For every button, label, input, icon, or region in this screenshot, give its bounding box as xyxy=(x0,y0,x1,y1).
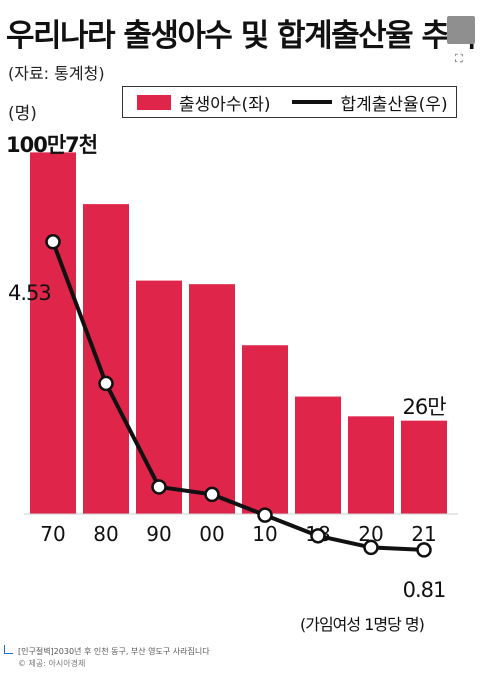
footer-credit: © 제공: 아시아경제 xyxy=(18,659,86,668)
line-unit-label: (가임여성 1명당 명) xyxy=(300,615,424,634)
bar-21 xyxy=(401,420,447,514)
x-tick-70: 70 xyxy=(40,522,65,546)
y-axis-unit: (명) xyxy=(8,104,37,124)
footer-caption: [인구절벽]2030년 후 인천 동구, 부산 영도구 사라집니다 xyxy=(18,647,210,656)
line-point-70 xyxy=(45,234,61,250)
line-point-18 xyxy=(310,528,326,544)
x-tick-10: 10 xyxy=(252,522,277,546)
legend-line-label: 합계출산율(우) xyxy=(340,94,448,115)
legend: 출생아수(좌) 합계출산율(우) xyxy=(122,86,457,118)
logo-badge xyxy=(447,16,475,44)
corner-mark xyxy=(4,645,13,654)
bar-80 xyxy=(83,204,129,514)
bar-90 xyxy=(136,280,182,514)
legend-bar-swatch xyxy=(137,94,171,110)
legend-line-swatch xyxy=(292,100,333,104)
x-tick-00: 00 xyxy=(199,522,224,546)
source-label: (자료: 통계청) xyxy=(8,64,105,83)
bar-18 xyxy=(295,396,341,514)
x-tick-80: 80 xyxy=(93,522,118,546)
bar-70 xyxy=(30,152,76,515)
line-point-90 xyxy=(151,479,167,495)
bar-10 xyxy=(242,345,288,514)
expand-icon[interactable]: ⛶ xyxy=(455,52,463,65)
line-point-00 xyxy=(204,486,220,503)
bar-20 xyxy=(348,416,394,514)
line-point-21 xyxy=(416,542,432,558)
x-tick-90: 90 xyxy=(146,522,171,546)
last-bar-label: 26만 xyxy=(402,395,446,419)
x-tick-21: 21 xyxy=(411,522,436,546)
fertility-line xyxy=(51,241,425,552)
first-line-label: 4.53 xyxy=(8,281,51,305)
chart-title: 우리나라 출생아수 및 합계출산율 추이 xyxy=(6,18,477,54)
last-line-label: 0.81 xyxy=(403,578,446,602)
line-point-10 xyxy=(257,507,273,523)
line-point-80 xyxy=(98,375,114,392)
line-point-20 xyxy=(363,539,379,556)
legend-bar-label: 출생아수(좌) xyxy=(179,94,271,115)
first-bar-label: 100만7천 xyxy=(6,133,97,157)
bar-00 xyxy=(189,284,235,514)
